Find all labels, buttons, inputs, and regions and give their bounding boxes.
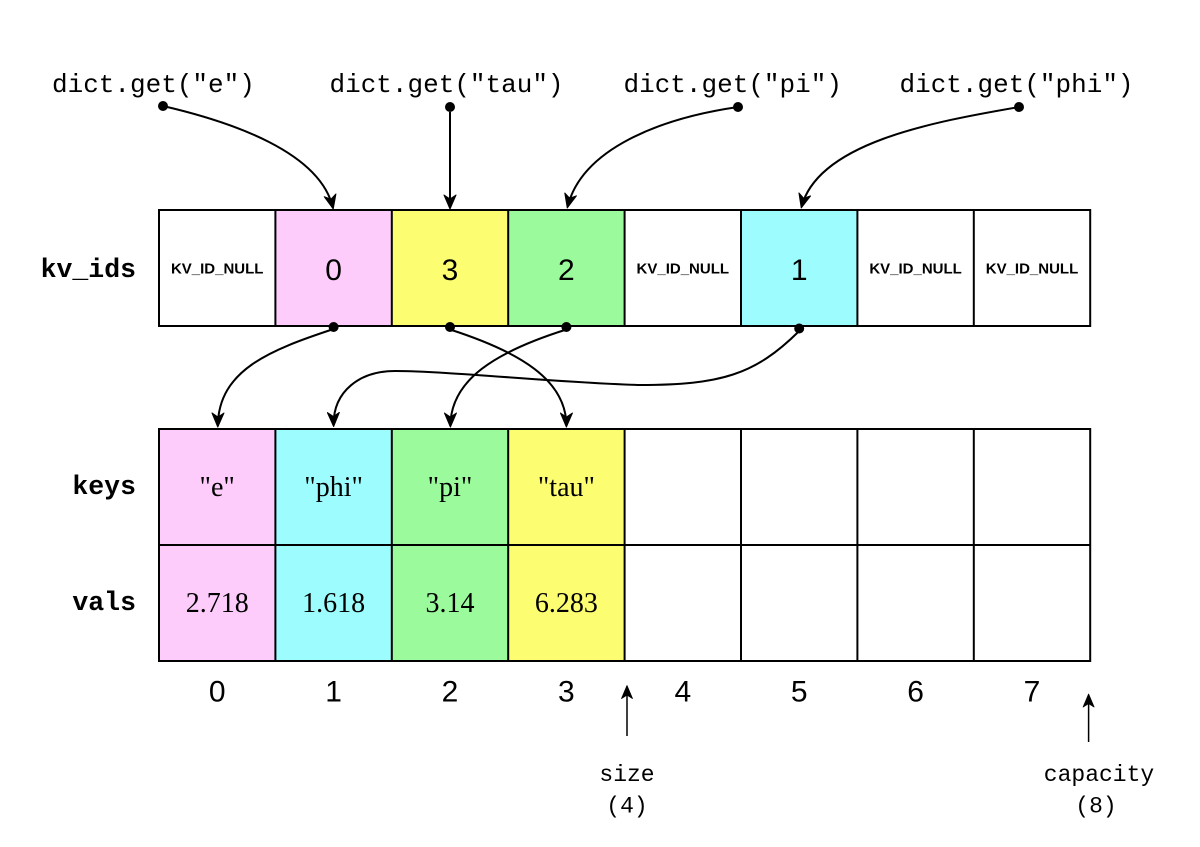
svg-text:KV_ID_NULL: KV_ID_NULL	[986, 261, 1079, 278]
svg-text:6.283: 6.283	[535, 588, 598, 619]
svg-text:2: 2	[442, 676, 459, 709]
svg-text:5: 5	[791, 676, 808, 709]
svg-text:KV_ID_NULL: KV_ID_NULL	[637, 261, 730, 278]
svg-text:7: 7	[1024, 676, 1041, 709]
svg-text:dict.get("phi"): dict.get("phi")	[900, 70, 1134, 100]
svg-text:0: 0	[325, 254, 342, 287]
svg-text:"e": "e"	[200, 472, 235, 503]
svg-text:(4): (4)	[606, 794, 647, 820]
svg-text:(8): (8)	[1075, 794, 1116, 820]
svg-text:dict.get("e"): dict.get("e")	[52, 70, 255, 100]
svg-text:3: 3	[442, 254, 459, 287]
svg-text:KV_ID_NULL: KV_ID_NULL	[171, 261, 264, 278]
svg-text:1.618: 1.618	[302, 588, 365, 619]
svg-text:kv_ids: kv_ids	[41, 255, 136, 285]
svg-text:"tau": "tau"	[538, 472, 595, 503]
svg-text:1: 1	[325, 676, 342, 709]
svg-text:0: 0	[209, 676, 226, 709]
svg-text:4: 4	[674, 676, 691, 709]
svg-text:keys: keys	[72, 472, 136, 502]
svg-text:size: size	[599, 762, 654, 788]
svg-text:"pi": "pi"	[428, 472, 473, 503]
svg-text:capacity: capacity	[1044, 762, 1155, 788]
svg-text:"phi": "phi"	[304, 472, 363, 503]
svg-text:dict.get("pi"): dict.get("pi")	[624, 70, 842, 100]
svg-text:2: 2	[558, 254, 575, 287]
svg-text:1: 1	[791, 254, 808, 287]
svg-text:3: 3	[558, 676, 575, 709]
svg-text:KV_ID_NULL: KV_ID_NULL	[869, 261, 962, 278]
svg-text:dict.get("tau"): dict.get("tau")	[330, 70, 564, 100]
svg-text:6: 6	[907, 676, 924, 709]
svg-text:3.14: 3.14	[426, 588, 475, 619]
svg-text:vals: vals	[72, 588, 136, 618]
svg-text:2.718: 2.718	[186, 588, 249, 619]
